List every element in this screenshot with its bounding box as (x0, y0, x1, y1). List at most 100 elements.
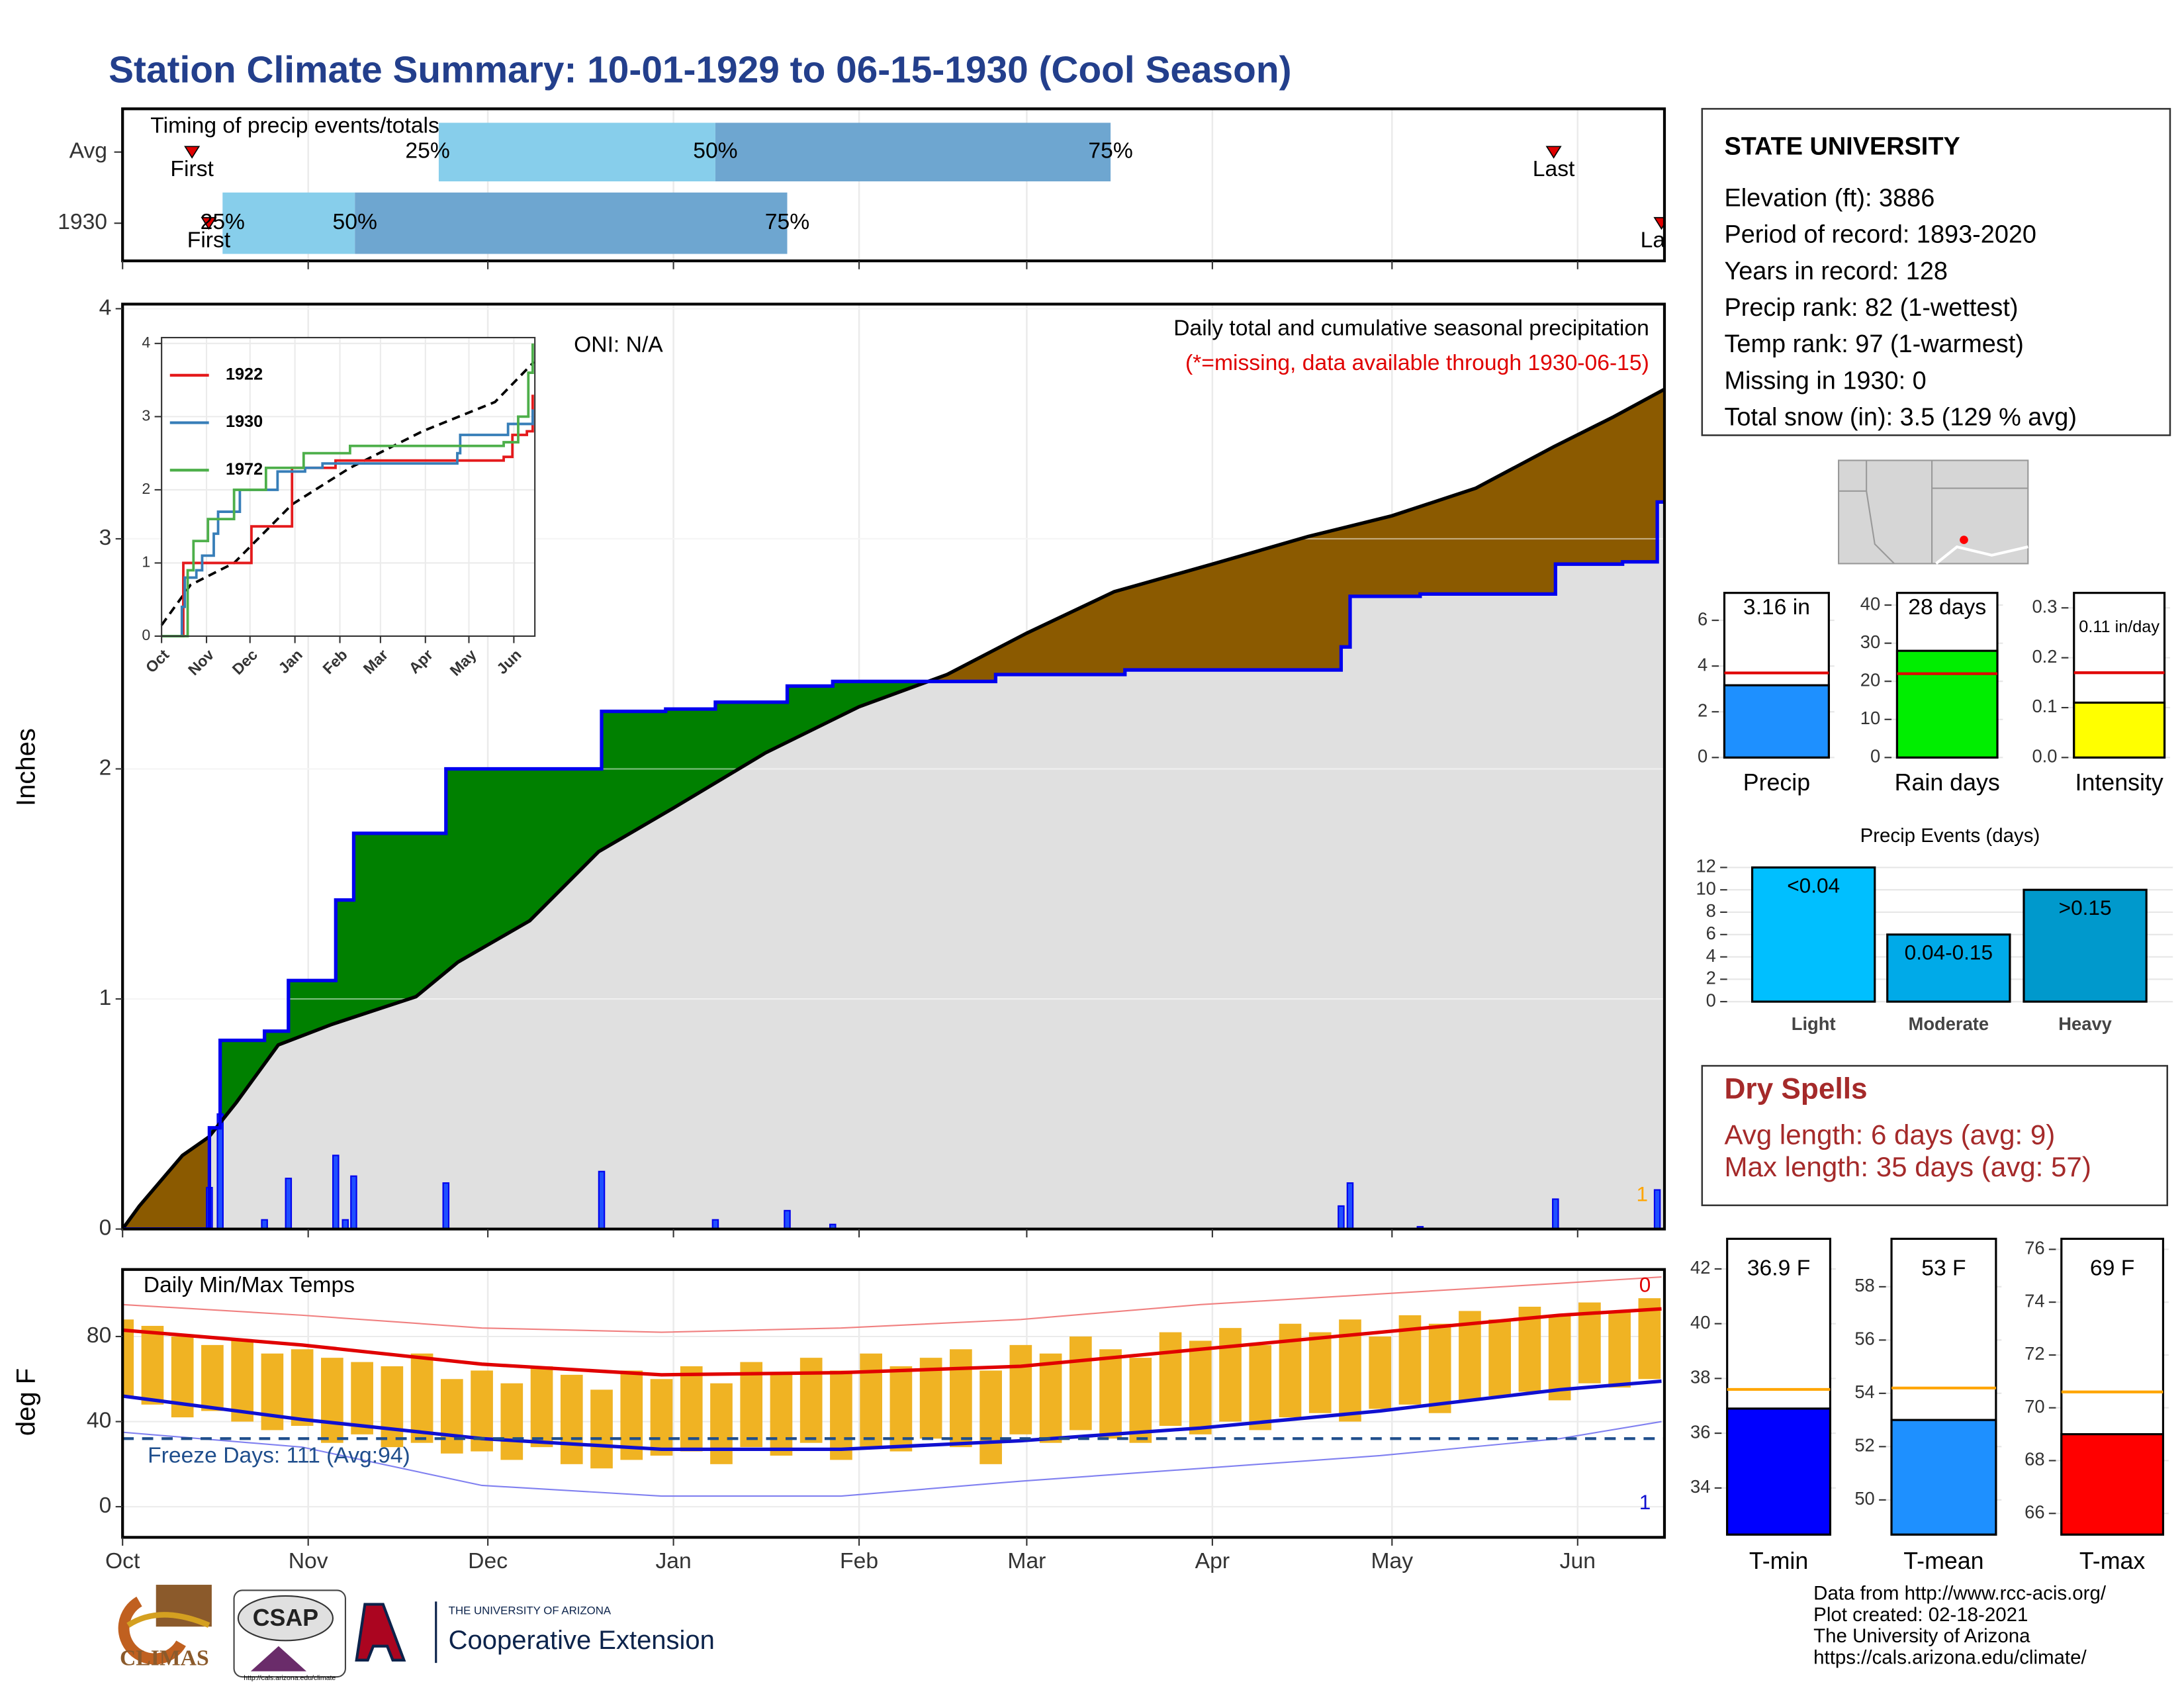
daily-precip-bar (350, 1175, 357, 1229)
y-tick-label: 2 (1706, 968, 1716, 988)
bar (1751, 866, 1876, 1003)
daily-temp-bar (830, 1370, 852, 1460)
bar (1886, 933, 2011, 1003)
common-area (122, 502, 1664, 1229)
x-tick-label: T-min (1749, 1548, 1808, 1574)
daily-temp-bar (889, 1366, 913, 1452)
event-label: Last (1641, 228, 1683, 252)
logos (118, 1585, 437, 1678)
count-label: 1 (1637, 1182, 1649, 1205)
quartile-bar (438, 122, 715, 181)
bar-label: >0.15 (2059, 896, 2112, 919)
daily-temp-bar (1219, 1328, 1242, 1422)
event-marker (1545, 146, 1562, 159)
bar (1890, 1419, 1997, 1536)
daily-temp-bar (201, 1344, 224, 1411)
y-tick-label: 0 (1698, 746, 1707, 767)
station-box (1701, 108, 2171, 436)
y-tick-label: 34 (1690, 1476, 1710, 1497)
value-label: 53 F (1921, 1256, 1966, 1281)
inset-year-line (161, 343, 534, 637)
x-tick-label: Apr (1195, 1549, 1230, 1573)
y-tick-label: 0.0 (2032, 746, 2057, 767)
quartile-bar (222, 192, 355, 254)
daily-precip-bar (1346, 1182, 1354, 1229)
daily-temp-bar (710, 1383, 733, 1464)
missing-note: (*=missing, data available through 1930-… (1185, 351, 1649, 375)
bar (2073, 701, 2166, 759)
daily-precip-bar (216, 1113, 224, 1229)
station-name: STATE UNIVERSITY (1724, 132, 1960, 160)
x-tick-label: T-mean (1903, 1548, 1983, 1574)
value-label: 69 F (2090, 1256, 2134, 1281)
plot-layer (122, 1269, 1664, 1538)
daily-temp-bar (1039, 1353, 1062, 1443)
y-tick-label: 3 (99, 526, 112, 550)
panel-frame (121, 303, 1666, 1231)
x-tick-label: Dec (468, 1549, 508, 1573)
y-tick-label: 68 (2025, 1449, 2044, 1470)
daily-temp-bar (1488, 1319, 1512, 1396)
y-tick-label: 76 (2025, 1238, 2044, 1258)
dry-spells-title: Dry Spells (1724, 1073, 1867, 1105)
daily-precip-bar (261, 1219, 268, 1229)
x-tick-label: May (1371, 1549, 1414, 1573)
station-info: Elevation (ft): 3886 (1724, 184, 1934, 212)
station-info: Missing in 1930: 0 (1724, 367, 1926, 395)
legend-label: 1972 (226, 460, 263, 479)
y-tick-label: 50 (1854, 1488, 1874, 1509)
daily-temp-bar (351, 1362, 373, 1434)
y-tick-label: 10 (1860, 708, 1880, 728)
station-info: Years in record: 128 (1724, 258, 1948, 285)
dry-spells-info: Max length: 35 days (avg: 57) (1724, 1151, 2091, 1182)
station-info: Precip rank: 82 (1-wettest) (1724, 294, 2018, 322)
y-tick-label: 4 (1706, 945, 1716, 966)
event-marker (184, 146, 201, 159)
daily-temp-bar (1548, 1315, 1571, 1401)
daily-temp-bar (1428, 1323, 1451, 1413)
daily-temp-bar (1099, 1349, 1122, 1439)
y-tick-label: 20 (1860, 669, 1880, 690)
y-tick-label: 0 (1870, 746, 1880, 767)
csap-logo: CSAP (253, 1605, 318, 1631)
daily-precip-bar (784, 1209, 791, 1229)
record-count: 1 (1639, 1490, 1651, 1514)
daily-temp-bar (950, 1349, 972, 1448)
x-tick-label: Intensity (2075, 769, 2163, 796)
y-tick-label: 4 (142, 334, 150, 351)
bar (1726, 1407, 1832, 1536)
x-tick-label: Nov (289, 1549, 328, 1573)
climas-logo: CLIMAS (120, 1646, 209, 1671)
title: Station Climate Summary: 10-01-1929 to 0… (109, 50, 1291, 91)
quartile-label: 25% (201, 210, 245, 234)
quartile-bar (715, 122, 1111, 181)
daily-temp-bar (321, 1358, 343, 1443)
daily-temp-bar (1159, 1332, 1182, 1426)
daily-temp-bar (560, 1374, 583, 1464)
daily-temp-bar (1249, 1344, 1272, 1430)
daily-temp-bar (1369, 1336, 1392, 1409)
station-info: Temp rank: 97 (1-warmest) (1724, 330, 2023, 358)
value-label: 0.11 in/day (2079, 618, 2160, 636)
daily-precip-bar (1552, 1198, 1559, 1229)
inset-average-line (160, 361, 535, 626)
chart-subtitle: Daily total and cumulative seasonal prec… (1173, 316, 1649, 340)
inset-frame (161, 336, 536, 637)
x-tick-label: Heavy (2058, 1013, 2112, 1034)
y-tick-label: 38 (1690, 1367, 1710, 1387)
y-tick-label: 2 (1698, 700, 1707, 720)
y-axis-title: deg F (12, 1368, 41, 1436)
plot-layer: First Last 25% 50% 75% First Last 25% 50% 75% Timi… (122, 109, 1683, 261)
quartile-label: 75% (765, 210, 809, 234)
daily-temp-bar (860, 1353, 883, 1448)
daily-temp-bar (1518, 1307, 1541, 1392)
y-tick-label: 54 (1854, 1382, 1874, 1402)
y-tick-label: 40 (1860, 593, 1880, 614)
daily-temp-bar (770, 1374, 793, 1456)
bar (1895, 649, 1999, 759)
dry-spells-box (1701, 1064, 2169, 1207)
y-tick-label: 4 (99, 295, 112, 320)
y-tick-label: 0 (142, 626, 150, 643)
y-tick-label: 0 (99, 1216, 112, 1241)
x-tick-label: Mar (1007, 1549, 1046, 1573)
